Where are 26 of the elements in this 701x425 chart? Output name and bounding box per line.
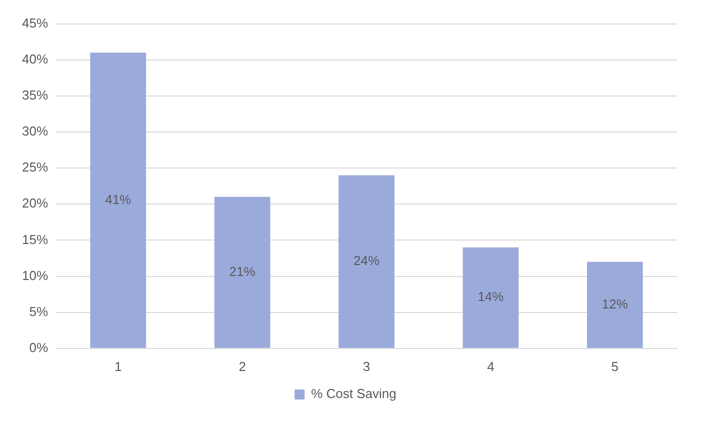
legend-label: % Cost Saving bbox=[311, 386, 396, 402]
y-tick-label: 30% bbox=[22, 124, 48, 139]
y-tick-label: 5% bbox=[29, 304, 48, 319]
x-tick-label: 4 bbox=[487, 358, 494, 374]
data-label: 21% bbox=[229, 264, 256, 279]
x-tick-label: 1 bbox=[114, 358, 122, 374]
data-label: 14% bbox=[478, 289, 504, 304]
x-tick-label: 5 bbox=[611, 358, 619, 374]
data-label: 24% bbox=[353, 253, 380, 268]
bar bbox=[586, 262, 643, 348]
bar bbox=[90, 52, 146, 348]
y-tick-label: 15% bbox=[22, 232, 48, 247]
data-label: 12% bbox=[602, 296, 628, 312]
y-tick-label: 20% bbox=[22, 196, 48, 211]
bar bbox=[214, 196, 270, 348]
bar bbox=[462, 247, 519, 348]
y-tick-label: 10% bbox=[22, 268, 48, 283]
y-tick-label: 45% bbox=[22, 15, 48, 30]
y-tick-label: 0% bbox=[29, 340, 48, 355]
x-tick-label: 3 bbox=[362, 358, 370, 374]
y-tick-label: 35% bbox=[22, 88, 48, 103]
x-tick-label: 2 bbox=[238, 358, 246, 374]
data-label: 41% bbox=[105, 192, 132, 207]
y-tick-label: 40% bbox=[22, 51, 48, 66]
y-tick-label: 25% bbox=[22, 160, 48, 175]
bar bbox=[338, 175, 394, 348]
